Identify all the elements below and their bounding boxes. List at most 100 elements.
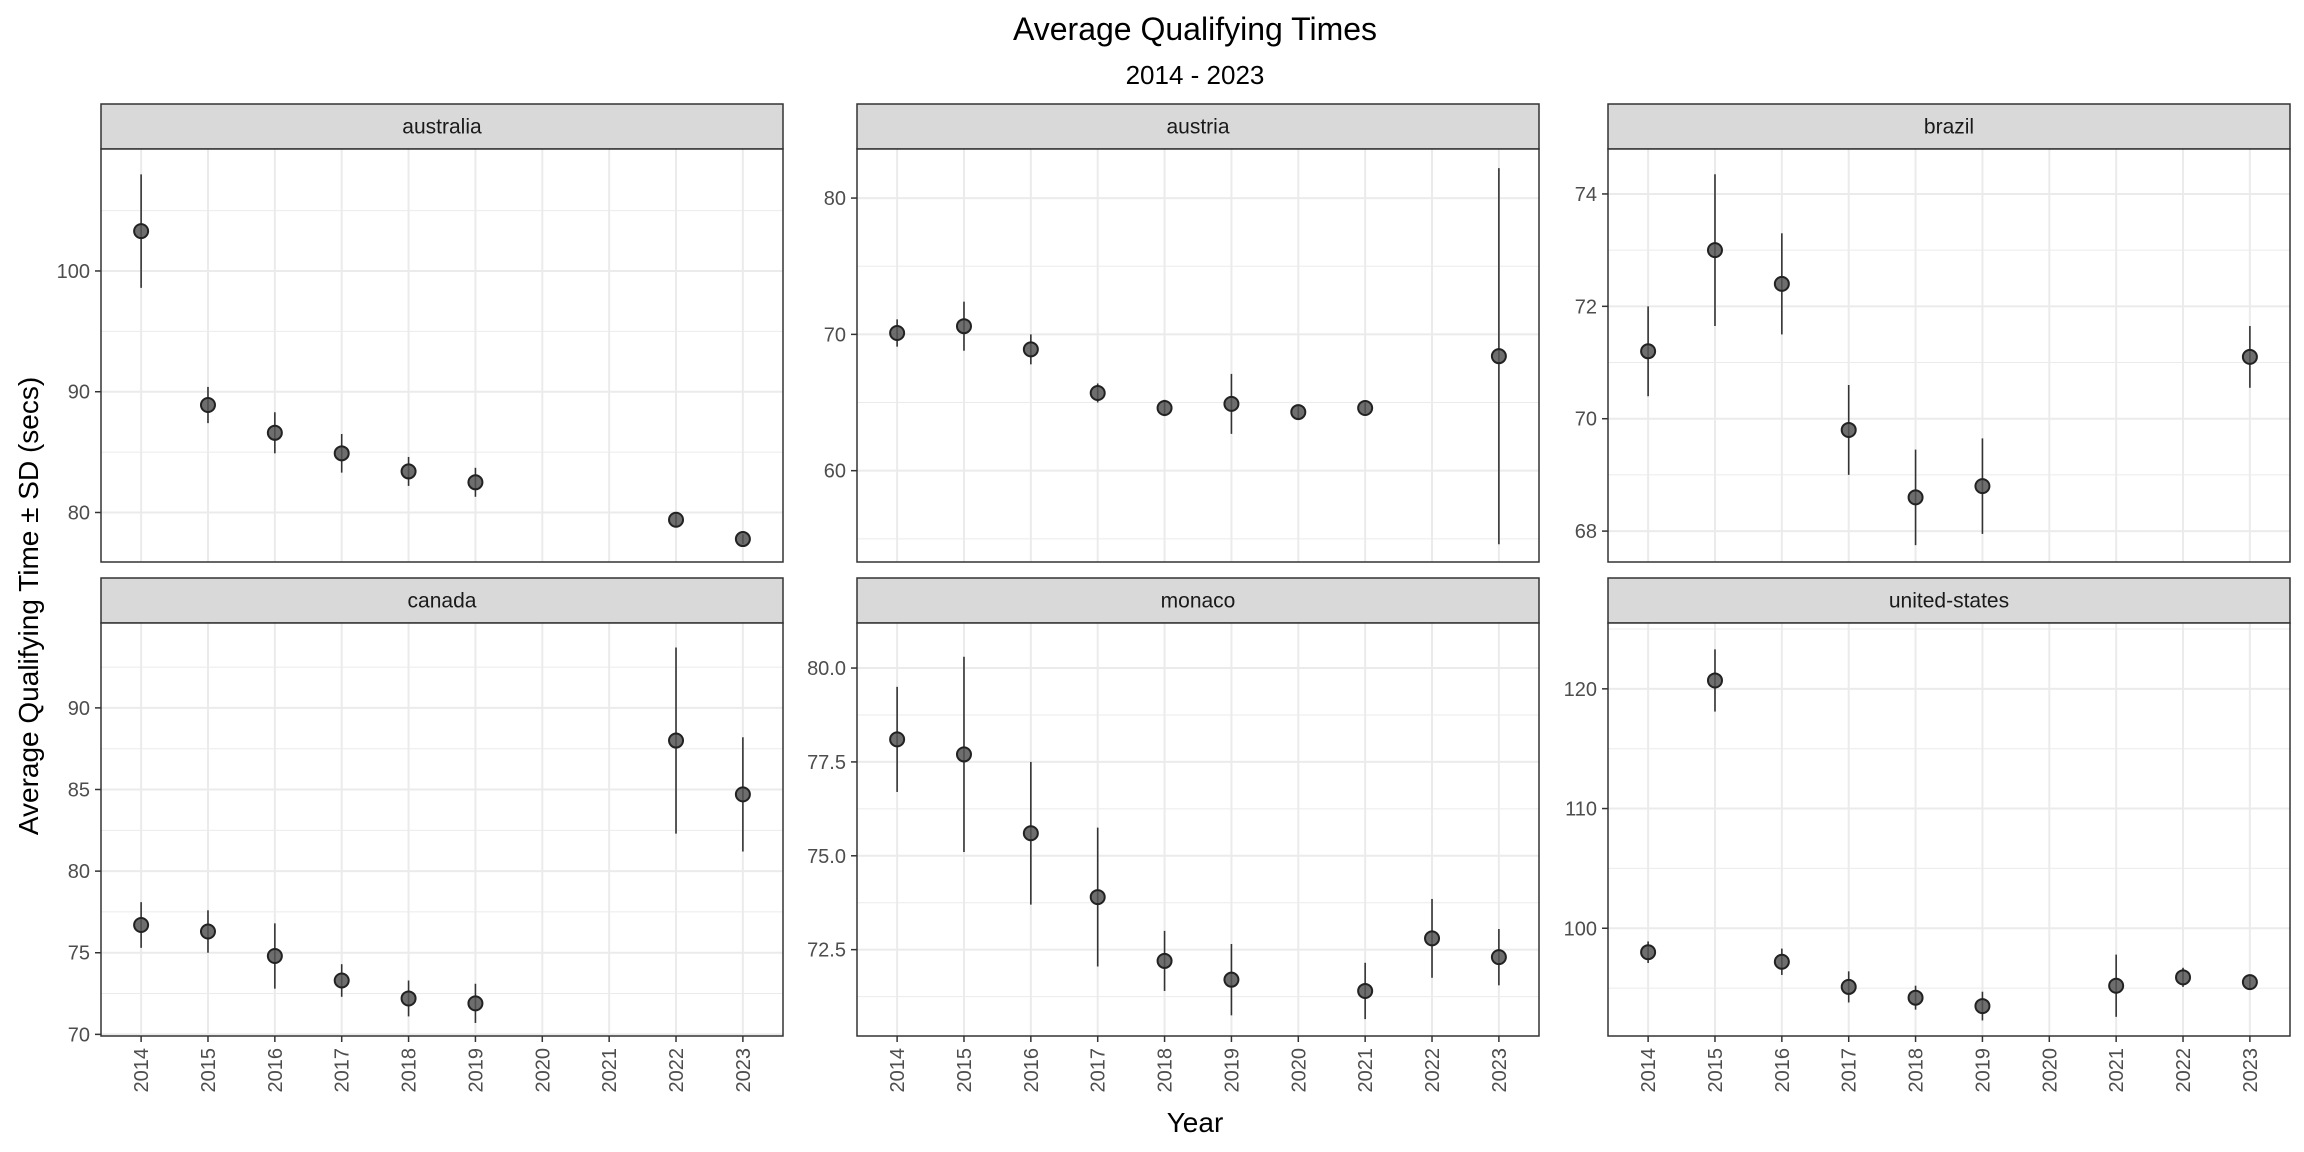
data-point <box>1424 930 1441 947</box>
facet-panel-canada: canada 70 75 80 85 90 2014 2015 2016 2017 2018 2019… <box>68 577 784 1093</box>
x-tick-label: 2014 <box>131 1048 153 1093</box>
chart-subtitle: 2014 - 2023 <box>1126 60 1265 90</box>
data-point <box>1773 953 1790 970</box>
x-tick-label: 2023 <box>733 1048 755 1093</box>
data-point <box>1156 952 1173 969</box>
facet-strip <box>856 577 1540 624</box>
data-point <box>734 786 751 803</box>
y-tick-label: 85 <box>68 780 90 802</box>
y-tick-label: 70 <box>68 1024 90 1046</box>
x-tick-label: 2018 <box>1155 1048 1177 1093</box>
facet-panel-austria: austria 60 70 80 <box>824 103 1540 563</box>
data-point <box>1357 399 1374 416</box>
x-tick-label: 2019 <box>1972 1048 1994 1093</box>
data-point <box>266 948 283 965</box>
y-tick-label: 80.0 <box>807 658 846 680</box>
x-tick-label: 2015 <box>954 1048 976 1093</box>
y-tick-label: 72 <box>1575 296 1597 318</box>
y-axis-label: Average Qualifying Time ± SD (secs) <box>13 377 44 835</box>
x-tick-label: 2022 <box>1422 1048 1444 1093</box>
x-tick-label: 2022 <box>2173 1048 2195 1093</box>
data-point <box>133 916 150 933</box>
y-tick-label: 75 <box>68 943 90 965</box>
data-point <box>1089 384 1106 401</box>
plot-background <box>101 623 783 1036</box>
facet-strip-label: canada <box>408 590 477 613</box>
data-point <box>734 531 751 548</box>
data-point <box>1156 399 1173 416</box>
data-point <box>333 972 350 989</box>
data-point <box>1490 949 1507 966</box>
facet-strip <box>100 577 784 624</box>
y-tick-label: 120 <box>1564 679 1597 701</box>
x-tick-label: 2019 <box>1221 1048 1243 1093</box>
y-tick-label: 74 <box>1575 184 1597 206</box>
plot-background <box>1608 149 2290 562</box>
x-tick-label: 2023 <box>1489 1048 1511 1093</box>
data-point <box>2175 969 2192 986</box>
x-tick-label: 2021 <box>2106 1048 2128 1093</box>
facet-panels: australia 80 90 100 austria 60 70 80 brazil 68 70 7… <box>57 103 2291 1093</box>
data-point <box>889 731 906 748</box>
y-tick-label: 80 <box>824 188 846 210</box>
x-tick-label: 2015 <box>1705 1048 1727 1093</box>
y-tick-label: 72.5 <box>807 940 846 962</box>
data-point <box>400 463 417 480</box>
data-point <box>1974 478 1991 495</box>
data-point <box>467 995 484 1012</box>
facet-strip <box>100 103 784 150</box>
x-tick-label: 2021 <box>1355 1048 1377 1093</box>
x-tick-label: 2020 <box>2039 1048 2061 1093</box>
y-tick-label: 60 <box>824 461 846 483</box>
panel-border <box>1607 622 2291 1037</box>
data-point <box>199 397 216 414</box>
x-tick-label: 2020 <box>532 1048 554 1093</box>
data-point <box>955 318 972 335</box>
data-point <box>1490 348 1507 365</box>
x-tick-label: 2015 <box>198 1048 220 1093</box>
y-tick-label: 68 <box>1575 521 1597 543</box>
x-tick-label: 2018 <box>1906 1048 1928 1093</box>
panel-border <box>856 148 1540 563</box>
data-point <box>133 223 150 240</box>
data-point <box>1022 341 1039 358</box>
y-tick-label: 70 <box>824 324 846 346</box>
facet-strip-label: brazil <box>1924 116 1974 139</box>
x-tick-label: 2021 <box>599 1048 621 1093</box>
data-point <box>1640 944 1657 961</box>
facet-panel-monaco: monaco 72.5 75.0 77.5 80.0 2014 2015 2016 2017 20… <box>807 577 1540 1093</box>
plot-background <box>101 149 783 562</box>
x-tick-label: 2014 <box>1638 1048 1660 1093</box>
x-tick-label: 2016 <box>1021 1048 1043 1093</box>
facet-strip-label: australia <box>402 116 482 139</box>
y-tick-label: 110 <box>1565 799 1597 821</box>
x-axis-label: Year <box>1167 1107 1224 1138</box>
panel-border <box>1607 148 2291 563</box>
x-tick-label: 2016 <box>265 1048 287 1093</box>
panel-border <box>100 622 784 1037</box>
data-point <box>400 990 417 1007</box>
data-point <box>1706 242 1723 259</box>
facet-panel-united-states: united-states 100 110 120 2014 2015 2016 2017 20… <box>1564 577 2291 1093</box>
facet-strip <box>1607 103 2291 150</box>
data-point <box>1974 998 1991 1015</box>
data-point <box>2241 974 2258 991</box>
x-tick-label: 2022 <box>666 1048 688 1093</box>
y-tick-label: 100 <box>57 261 90 283</box>
x-tick-label: 2017 <box>1088 1048 1110 1093</box>
x-tick-label: 2016 <box>1772 1048 1794 1093</box>
data-point <box>1706 672 1723 689</box>
data-point <box>1357 982 1374 999</box>
data-point <box>1089 889 1106 906</box>
data-point <box>266 424 283 441</box>
chart-title: Average Qualifying Times <box>1013 11 1377 47</box>
x-tick-label: 2017 <box>1839 1048 1861 1093</box>
data-point <box>467 474 484 491</box>
data-point <box>333 445 350 462</box>
y-tick-label: 90 <box>68 698 90 720</box>
data-point <box>668 732 685 749</box>
plot-background <box>1608 623 2290 1036</box>
panel-border <box>100 148 784 563</box>
data-point <box>889 325 906 342</box>
facet-panel-australia: australia 80 90 100 <box>57 103 784 563</box>
